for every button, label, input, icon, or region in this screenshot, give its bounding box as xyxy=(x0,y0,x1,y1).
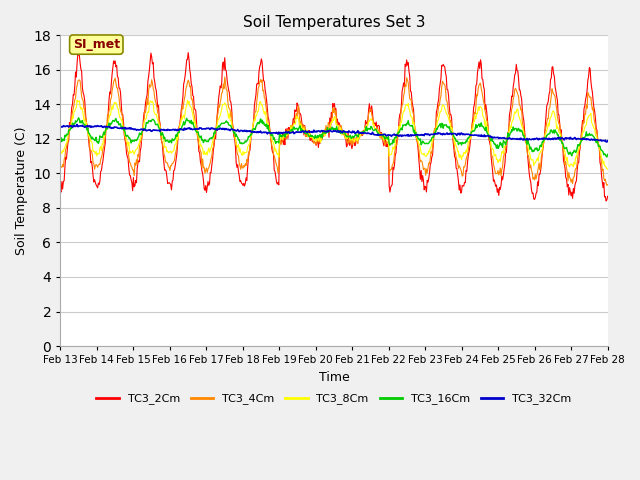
TC3_4Cm xyxy=(401,82,409,87)
TC3_8Cm xyxy=(417,149,425,155)
Legend: TC3_2Cm, TC3_4Cm, TC3_8Cm, TC3_16Cm, TC3_32Cm: TC3_2Cm, TC3_4Cm, TC3_8Cm, TC3_16Cm, TC3… xyxy=(92,389,576,409)
TC3_16Cm xyxy=(124,132,131,138)
TC3_4Cm xyxy=(56,165,64,170)
TC3_2Cm xyxy=(67,125,74,131)
TC3_8Cm xyxy=(401,104,409,110)
TC3_4Cm xyxy=(417,158,425,164)
TC3_32Cm xyxy=(401,133,409,139)
TC3_32Cm xyxy=(67,123,74,129)
TC3_8Cm xyxy=(67,124,74,130)
TC3_8Cm xyxy=(208,142,216,148)
TC3_32Cm xyxy=(208,126,216,132)
TC3_16Cm xyxy=(604,152,611,157)
TC3_32Cm xyxy=(124,126,131,132)
X-axis label: Time: Time xyxy=(319,371,349,384)
TC3_2Cm xyxy=(56,188,64,194)
TC3_16Cm xyxy=(401,122,409,128)
TC3_8Cm xyxy=(73,97,81,103)
TC3_8Cm xyxy=(604,167,611,172)
TC3_32Cm xyxy=(73,121,81,127)
TC3_32Cm xyxy=(56,124,64,130)
TC3_2Cm xyxy=(123,151,131,156)
TC3_32Cm xyxy=(604,138,611,144)
TC3_2Cm xyxy=(179,101,186,107)
TC3_8Cm xyxy=(56,150,64,156)
TC3_32Cm xyxy=(603,139,611,145)
TC3_16Cm xyxy=(603,154,611,160)
TC3_2Cm xyxy=(417,168,425,173)
Line: TC3_4Cm: TC3_4Cm xyxy=(60,77,607,185)
TC3_16Cm xyxy=(208,136,216,142)
TC3_32Cm xyxy=(417,132,425,138)
TC3_16Cm xyxy=(67,127,74,132)
Line: TC3_16Cm: TC3_16Cm xyxy=(60,118,607,157)
TC3_2Cm xyxy=(208,162,216,168)
TC3_16Cm xyxy=(56,139,64,144)
TC3_8Cm xyxy=(179,113,187,119)
Y-axis label: Soil Temperature (C): Soil Temperature (C) xyxy=(15,126,28,255)
TC3_2Cm xyxy=(604,193,611,199)
TC3_16Cm xyxy=(179,122,187,128)
TC3_4Cm xyxy=(221,74,228,80)
TC3_4Cm xyxy=(604,182,611,188)
Line: TC3_32Cm: TC3_32Cm xyxy=(60,124,607,142)
Title: Soil Temperatures Set 3: Soil Temperatures Set 3 xyxy=(243,15,425,30)
Text: SI_met: SI_met xyxy=(73,38,120,51)
TC3_4Cm xyxy=(207,156,215,161)
TC3_32Cm xyxy=(179,127,187,132)
TC3_8Cm xyxy=(124,139,131,145)
TC3_4Cm xyxy=(67,122,74,128)
TC3_2Cm xyxy=(602,198,610,204)
TC3_4Cm xyxy=(603,182,611,188)
TC3_16Cm xyxy=(417,142,425,147)
TC3_2Cm xyxy=(184,50,192,56)
TC3_4Cm xyxy=(123,141,131,146)
TC3_16Cm xyxy=(75,115,83,120)
Line: TC3_2Cm: TC3_2Cm xyxy=(60,53,607,201)
TC3_2Cm xyxy=(401,61,409,67)
Line: TC3_8Cm: TC3_8Cm xyxy=(60,100,607,169)
TC3_4Cm xyxy=(179,104,186,110)
